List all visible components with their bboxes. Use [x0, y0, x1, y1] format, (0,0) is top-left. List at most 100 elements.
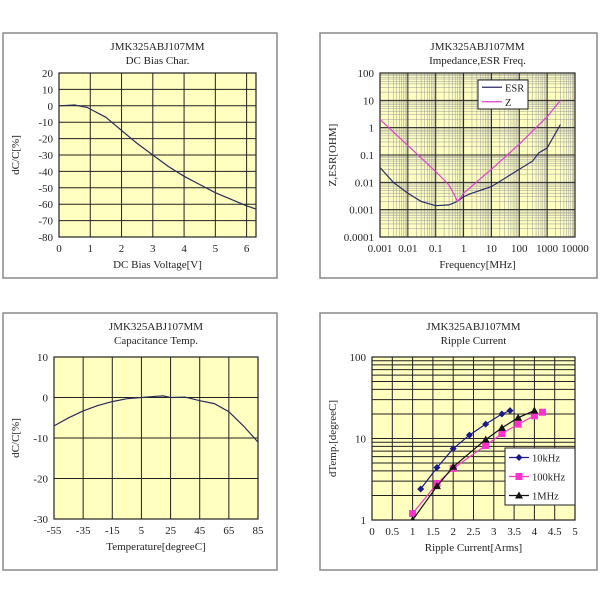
y-tick-label: 100: [358, 68, 375, 80]
x-tick-label: 1: [88, 243, 94, 255]
y-tick-label: 10: [42, 84, 54, 96]
chart-4: JMK325ABJ107MM Ripple Current 0 0.5 1 1.5 2 2.5…: [319, 312, 598, 571]
x-tick-label: 0.01: [398, 243, 417, 255]
y-tick-label: 0.1: [360, 150, 374, 162]
x-tick-label: 100: [511, 243, 528, 255]
data-point: [515, 473, 523, 480]
series-ESR: [380, 124, 561, 207]
x-tick-label: 3.5: [507, 526, 521, 538]
y-tick-label: 0: [43, 393, 49, 405]
y-tick-label: 10: [355, 434, 367, 446]
data-point: [506, 407, 514, 415]
y-tick-label: -10: [33, 433, 48, 445]
y-tick-label: 1: [369, 123, 375, 135]
chart-title: JMK325ABJ107MM: [110, 41, 204, 53]
y-axis-label: Z,ESR[OHM]: [327, 124, 339, 187]
y-tick-label: 0.001: [349, 205, 374, 217]
y-tick-label: -30: [38, 150, 53, 162]
series-line: [380, 124, 561, 207]
x-tick-label: 10000: [561, 243, 589, 255]
data-point: [409, 510, 417, 518]
chart-subtitle: Capacitance Temp.: [114, 335, 198, 347]
legend-box: [477, 79, 529, 110]
x-tick-label: -35: [76, 525, 91, 537]
x-tick-label: 3: [491, 526, 497, 538]
y-axis-label: dC/C[%]: [10, 418, 22, 458]
x-tick-label: 10: [486, 243, 498, 255]
x-tick-label: 1000: [536, 243, 559, 255]
chart-subtitle: DC Bias Char.: [126, 55, 190, 67]
legend-label: 1MHz: [532, 492, 559, 503]
legend-label: 100kHz: [532, 473, 566, 484]
x-tick-label: 1.5: [426, 526, 440, 538]
data-point: [481, 435, 490, 443]
chart-title: JMK325ABJ107MM: [426, 321, 520, 333]
data-point: [449, 462, 458, 470]
y-tick-label: 0: [48, 101, 54, 113]
x-tick-label: 0: [56, 243, 62, 255]
plot-border: [58, 72, 257, 238]
x-tick-label: 4: [181, 243, 187, 255]
y-tick-label: 10: [37, 352, 49, 364]
y-tick-label: -60: [38, 199, 53, 211]
y-tick-label: -50: [38, 183, 53, 195]
y-tick-label: -80: [38, 232, 53, 244]
x-axis-label: Temperature[degreeC]: [106, 541, 205, 553]
data-point: [539, 408, 547, 416]
y-tick-label: 0.0001: [344, 232, 374, 244]
series-line: [59, 104, 256, 210]
data-point: [410, 516, 415, 520]
data-point: [482, 442, 490, 450]
data-point: [515, 454, 523, 461]
x-tick-label: 4.5: [548, 526, 562, 538]
series-line: [54, 395, 258, 443]
x-tick-label: 65: [223, 525, 235, 537]
x-axis-label: Frequency[MHz]: [439, 259, 515, 271]
x-tick-label: 5: [572, 526, 578, 538]
data-point: [515, 491, 523, 499]
x-tick-label: 1: [410, 526, 416, 538]
x-tick-label: 3: [150, 243, 156, 255]
plot-border: [371, 356, 576, 521]
data-point: [482, 420, 490, 428]
data-point: [530, 412, 538, 420]
data-point: [417, 485, 425, 493]
x-tick-label: 0.5: [385, 526, 399, 538]
x-tick-label: 2: [450, 526, 456, 538]
x-axis-label: DC Bias Voltage[V]: [113, 259, 202, 271]
series-line: [380, 99, 561, 203]
chart-title: JMK325ABJ107MM: [430, 41, 524, 53]
y-tick-label: -70: [38, 216, 53, 228]
x-tick-label: 0.1: [429, 243, 443, 255]
x-tick-label: 0: [369, 526, 375, 538]
series-Z: [380, 99, 561, 203]
y-axis-label: dC/C[%]: [10, 135, 22, 175]
data-point: [530, 406, 539, 414]
y-axis-label: dTemp.[degreeC]: [327, 400, 339, 477]
y-tick-label: -10: [38, 117, 53, 129]
data-point: [449, 445, 457, 453]
data-point: [514, 420, 522, 428]
x-axis-label: Ripple Current[Arms]: [425, 542, 522, 554]
y-tick-label: 20: [42, 68, 54, 80]
series-10kHz: [417, 407, 514, 493]
y-tick-label: 10: [363, 95, 375, 107]
plot-border: [379, 72, 576, 238]
x-tick-label: 2: [119, 243, 125, 255]
x-tick-label: 5: [213, 243, 219, 255]
y-tick-label: -20: [38, 134, 53, 146]
x-tick-label: 0.001: [368, 243, 393, 255]
data-point: [433, 464, 441, 472]
y-tick-label: 100: [350, 352, 367, 364]
x-tick-label: -15: [105, 525, 120, 537]
legend: ESR Z: [477, 79, 529, 110]
legend: 10kHz 100kHz 1MHz: [504, 447, 576, 506]
x-tick-label: 4: [532, 526, 538, 538]
data-point: [497, 423, 506, 431]
legend-label: ESR: [505, 83, 524, 94]
x-tick-label: 2.5: [467, 526, 481, 538]
y-tick-label: -20: [33, 474, 48, 486]
chart-3: JMK325ABJ107MM Capacitance Temp. -55 -35 -15…: [2, 312, 278, 571]
